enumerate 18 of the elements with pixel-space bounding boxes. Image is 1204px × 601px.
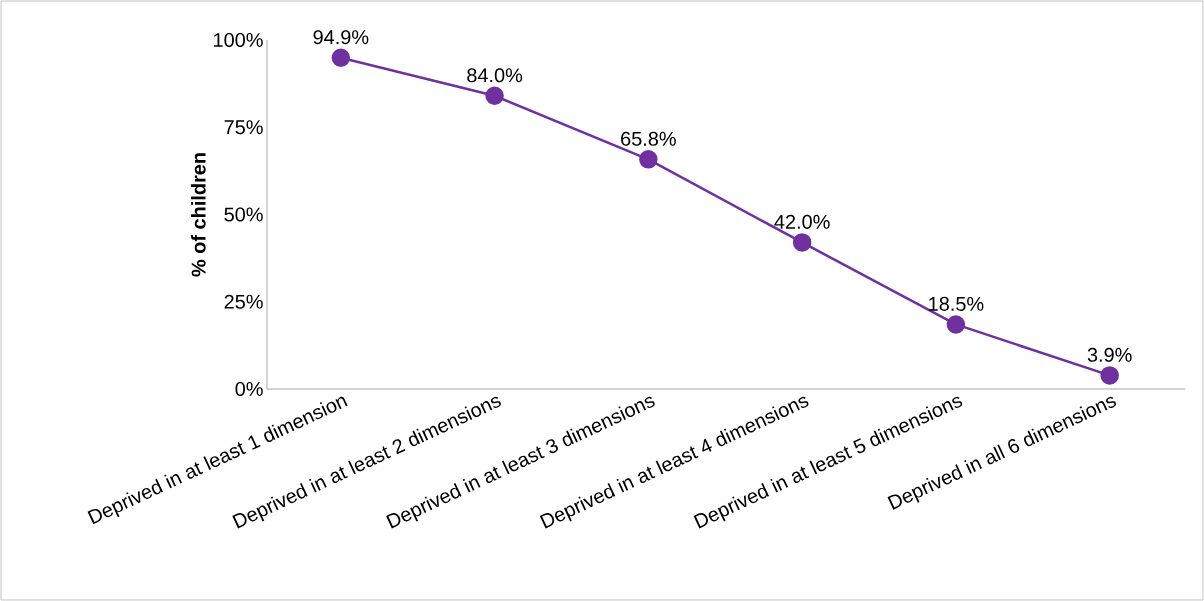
point	[639, 150, 658, 169]
point	[946, 315, 966, 334]
data-label: 18.5%	[929, 296, 984, 311]
data-label: 3.9%	[1087, 347, 1132, 362]
data-label: 42.0%	[774, 214, 830, 229]
data-label: 84.0%	[467, 68, 523, 83]
y-tick-label: 50%	[224, 207, 263, 222]
y-axis-title: % of children	[191, 153, 206, 277]
data-label: 65.8%	[621, 131, 676, 146]
point	[331, 48, 351, 68]
y-tick-label: 25%	[224, 294, 263, 309]
point	[485, 86, 504, 106]
point	[1100, 366, 1119, 385]
point	[792, 233, 812, 252]
y-tick-label: 100%	[214, 32, 263, 48]
data-label: 94.9%	[313, 30, 369, 45]
y-tick-label: 75%	[224, 120, 263, 135]
y-tick-label: 0%	[235, 381, 263, 397]
